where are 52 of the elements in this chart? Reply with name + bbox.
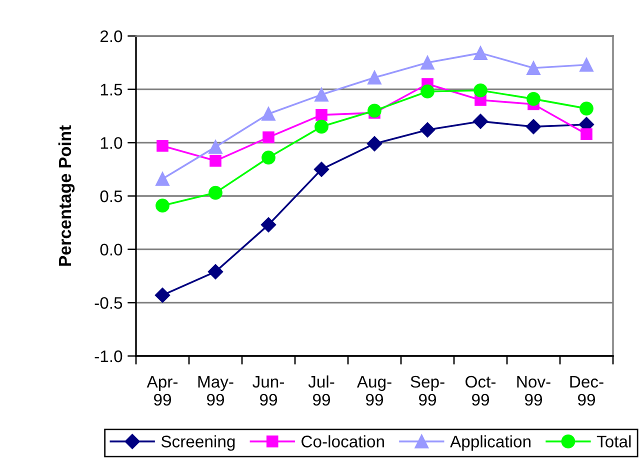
y-tick-label: -1.0 <box>94 350 122 362</box>
point <box>420 84 434 98</box>
legend-label: Application <box>450 435 530 451</box>
x-tick-label: Aug-99 <box>356 376 392 406</box>
x-tick-label: Jul-99 <box>308 375 334 406</box>
point <box>156 172 170 186</box>
y-tick-label: 2.0 <box>100 30 122 42</box>
x-tick-label: Jun-99 <box>252 376 284 406</box>
point <box>314 162 330 177</box>
y-axis-title: Percentage Point <box>58 125 75 266</box>
point <box>154 288 170 303</box>
point <box>526 119 542 134</box>
point <box>156 140 168 152</box>
point <box>580 128 592 140</box>
point <box>316 109 328 121</box>
point <box>208 186 222 200</box>
x-tick-label: Apr-99 <box>146 376 178 406</box>
point <box>314 120 328 134</box>
point <box>526 61 540 75</box>
legend-label: Total <box>596 435 631 448</box>
y-tick-label: 0.5 <box>100 190 122 202</box>
point <box>368 70 382 85</box>
legend-label: Co-location <box>302 435 384 448</box>
point <box>526 92 540 106</box>
point <box>210 154 222 167</box>
legend-label: Screening <box>161 435 235 451</box>
x-tick-label: May-99 <box>198 376 234 406</box>
point <box>314 88 328 102</box>
y-tick-label: 1.5 <box>100 84 122 96</box>
point <box>368 104 382 118</box>
y-tick-label: 0.0 <box>100 244 122 256</box>
point <box>260 217 276 232</box>
point <box>472 114 488 129</box>
point <box>474 83 488 98</box>
y-tick-label: -0.5 <box>94 297 122 309</box>
point <box>580 102 594 116</box>
x-tick-label: Oct-99 <box>466 376 496 406</box>
point <box>156 198 170 213</box>
point <box>262 106 276 121</box>
y-tick-label: 1.0 <box>100 137 122 149</box>
point <box>366 136 382 152</box>
point <box>474 46 488 60</box>
x-tick-label: Sep-99 <box>410 376 444 406</box>
point <box>262 150 276 165</box>
x-tick-label: Dec-99 <box>570 376 604 406</box>
point <box>262 131 274 144</box>
point <box>580 58 594 72</box>
point <box>420 122 436 138</box>
x-tick-label: Nov-99 <box>517 376 550 406</box>
point <box>208 140 222 154</box>
point <box>208 264 224 280</box>
point <box>420 56 434 70</box>
